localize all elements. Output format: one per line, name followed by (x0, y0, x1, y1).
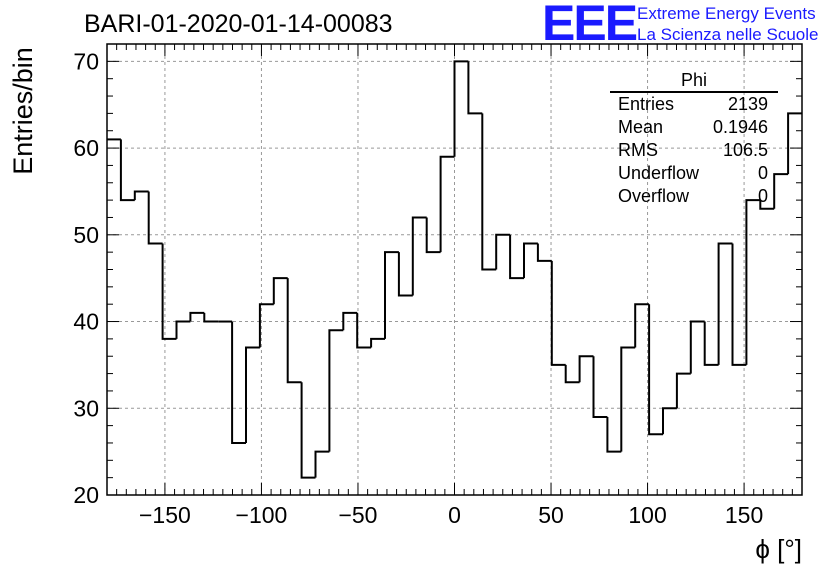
histogram-bin (272, 277, 288, 305)
x-tick-label: 150 (725, 502, 763, 528)
y-tick-label: 50 (73, 222, 99, 248)
histogram-bin (342, 311, 358, 331)
histogram-bin (634, 303, 650, 348)
stats-value: 0 (757, 163, 768, 183)
x-tick-label: −50 (338, 502, 377, 528)
stats-box: Phi Entries 2139 Mean 0.1946 RMS 106.5 U… (610, 70, 778, 208)
histogram-bin (397, 252, 413, 297)
x-tick-label: −100 (236, 502, 288, 528)
histogram-bin (425, 217, 441, 254)
histogram-bin (161, 243, 177, 340)
histogram-bin (509, 234, 524, 280)
histogram-bin (467, 61, 483, 115)
histogram-bin (550, 260, 566, 366)
histogram-bin (203, 312, 219, 323)
histogram-bin (245, 346, 260, 443)
stats-label: Mean (618, 117, 664, 137)
y-tick-label: 40 (73, 309, 99, 335)
histogram-bin (300, 382, 316, 479)
histogram-bin (787, 112, 802, 175)
histogram-bin (703, 321, 719, 366)
y-tick-label: 70 (73, 48, 99, 74)
x-tick-label: 0 (448, 502, 461, 528)
stats-row-overflow: Overflow 0 (610, 185, 778, 208)
histogram-bin (592, 356, 608, 418)
stats-row-underflow: Underflow 0 (610, 162, 778, 185)
histogram-bin (370, 337, 385, 348)
stats-label: Entries (618, 94, 675, 114)
histogram-bin (356, 312, 372, 349)
histogram-bin (731, 243, 747, 366)
x-axis-label: ϕ [°] (755, 534, 802, 564)
y-tick-label: 30 (73, 395, 99, 421)
x-tick-label: 50 (538, 502, 564, 528)
histogram-bin (439, 155, 455, 253)
stats-value: 0 (757, 186, 768, 206)
histogram-bin (536, 243, 552, 262)
stats-row-mean: Mean 0.1946 (610, 116, 778, 139)
histogram-bin (675, 372, 691, 409)
histogram-bin (147, 191, 163, 245)
stats-row-rms: RMS 106.5 (610, 139, 778, 162)
histogram-bin (564, 364, 580, 384)
stats-value: 0.1946 (712, 117, 768, 137)
histogram-bin (717, 242, 733, 365)
stats-title: Phi (610, 70, 778, 93)
chart-title: BARI-01-2020-01-14-00083 (84, 10, 393, 38)
stats-label: Underflow (618, 163, 700, 183)
histogram-bin (231, 321, 246, 444)
histogram-bin (773, 173, 789, 209)
stats-value: 106.5 (722, 140, 768, 160)
histogram-bin (453, 60, 469, 157)
logo-subtitle-line1: Extreme Energy Events (637, 4, 816, 23)
histogram-bin (523, 242, 538, 279)
histogram-bin (648, 304, 663, 436)
histogram-bin (689, 320, 705, 374)
histogram-bin (328, 329, 344, 452)
y-tick-label: 20 (73, 482, 99, 508)
logo-subtitle-line2: La Scienza nelle Scuole (637, 25, 819, 44)
histogram-bin (745, 199, 761, 365)
stats-label: RMS (618, 140, 658, 160)
x-tick-label: 100 (628, 502, 666, 528)
histogram-bin (133, 190, 149, 201)
histogram-bin (119, 139, 135, 202)
histogram-bin (578, 355, 594, 383)
plot-frame (106, 43, 803, 496)
histogram-bin (759, 200, 775, 210)
eee-logo: EEE (542, 0, 638, 51)
histogram-bin (286, 278, 302, 384)
histogram-bin (175, 320, 191, 339)
histogram-bin (384, 251, 399, 339)
histogram-bin (411, 216, 427, 296)
stats-row-entries: Entries 2139 (610, 93, 778, 116)
histogram-bin (258, 303, 274, 348)
histogram-bin (620, 346, 636, 452)
histogram-bin (189, 311, 205, 322)
histogram-bin (662, 407, 677, 435)
histogram-bin (495, 233, 511, 270)
stats-value: 2139 (727, 94, 768, 114)
histogram-bin (481, 113, 497, 271)
stats-label: Overflow (618, 186, 690, 206)
histogram-bin (314, 450, 330, 478)
histogram-bin (606, 416, 622, 453)
x-tick-label: −150 (139, 502, 191, 528)
y-tick-label: 60 (73, 135, 99, 161)
